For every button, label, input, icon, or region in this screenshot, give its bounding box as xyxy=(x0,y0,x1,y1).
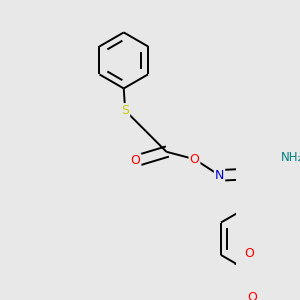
Text: O: O xyxy=(244,247,254,260)
Text: O: O xyxy=(130,154,140,167)
Text: O: O xyxy=(247,291,257,300)
Text: N: N xyxy=(215,169,224,182)
Text: S: S xyxy=(121,104,129,117)
Text: O: O xyxy=(190,153,200,166)
Text: NH₂: NH₂ xyxy=(280,151,300,164)
